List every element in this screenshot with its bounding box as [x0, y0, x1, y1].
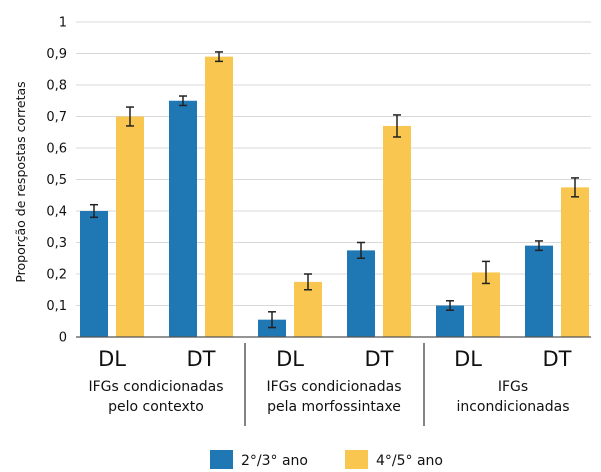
bars [80, 56, 589, 338]
group-label: pelo contexto [108, 399, 204, 415]
bar [294, 281, 322, 337]
x-axis-categories: DL DT DL DT DL DT IFGs condicionadas pelo conte… [88, 343, 572, 426]
gridlines [76, 21, 591, 306]
y-tick-label: 0,5 [46, 173, 67, 188]
x-category-label: DL [454, 347, 482, 371]
y-tick-label: 0,1 [46, 299, 67, 314]
y-axis: 0 0,1 0,2 0,3 0,4 0,5 0,6 0,7 0,8 0,9 1 [46, 16, 591, 346]
x-category-label: DT [187, 347, 216, 371]
bar [116, 116, 144, 337]
group-label: IFGs condicionadas [88, 379, 223, 395]
legend-swatch [210, 450, 233, 469]
legend-label: 4°/5° ano [376, 453, 443, 469]
bar [80, 211, 108, 337]
y-tick-label: 0,9 [46, 47, 67, 62]
y-tick-label: 0 [59, 331, 67, 346]
bar [169, 100, 197, 337]
legend-label: 2°/3° ano [241, 453, 308, 469]
bar [205, 56, 233, 338]
y-axis-title: Proporção de respostas corretas [13, 81, 28, 282]
y-tick-label: 0,6 [46, 142, 67, 157]
x-category-label: DT [543, 347, 572, 371]
y-tick-label: 1 [59, 16, 67, 31]
y-tick-label: 0,7 [46, 110, 67, 125]
group-label: IFGs [498, 379, 528, 395]
bar [525, 245, 553, 337]
y-tick-label: 0,3 [46, 236, 67, 251]
y-tick-label: 0,4 [46, 205, 67, 220]
x-category-label: DL [98, 347, 126, 371]
group-label: IFGs condicionadas [266, 379, 401, 395]
x-category-label: DL [276, 347, 304, 371]
bar [347, 250, 375, 337]
legend-swatch [345, 450, 368, 469]
group-label: incondicionadas [456, 399, 569, 415]
y-tick-label: 0,2 [46, 268, 67, 283]
bar [561, 187, 589, 337]
bar [258, 319, 286, 337]
error-bars [90, 51, 579, 329]
x-category-label: DT [365, 347, 394, 371]
y-tick-label: 0,8 [46, 79, 67, 94]
bar [383, 125, 411, 337]
legend: 2°/3° ano 4°/5° ano [210, 450, 443, 469]
group-label: pela morfossintaxe [267, 399, 401, 415]
